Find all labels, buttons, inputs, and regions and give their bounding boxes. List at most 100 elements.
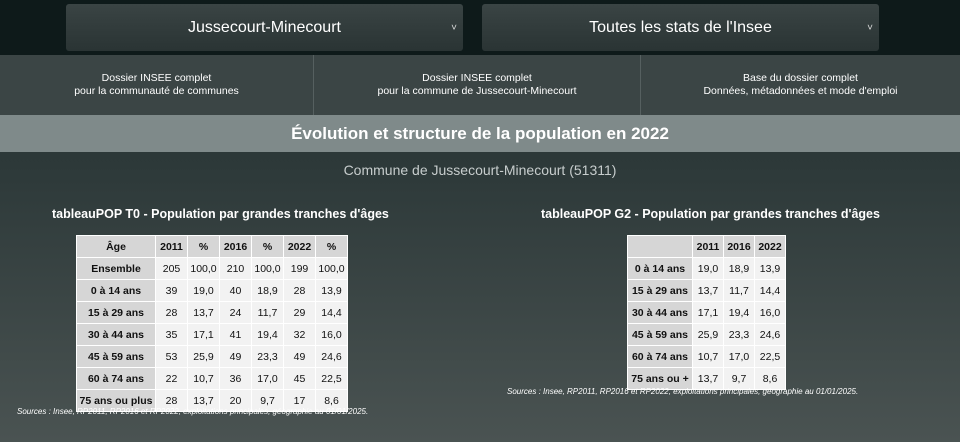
t0-source-note: Sources : Insee, RP2011, RP2016 et RP202… xyxy=(17,407,369,416)
row-header: 15 à 29 ans xyxy=(627,279,693,302)
top-bar: Jussecourt-Minecourt ˅ Toutes les stats … xyxy=(0,0,960,55)
table-cell: 14,4 xyxy=(754,279,786,302)
table-cell: 23,3 xyxy=(251,345,284,368)
table-cell: 19,0 xyxy=(187,279,220,302)
column-header: % xyxy=(251,235,284,258)
row-header: 15 à 29 ans xyxy=(76,301,156,324)
table-cell: 53 xyxy=(155,345,188,368)
row-header: 0 à 14 ans xyxy=(627,257,693,280)
table-cell: 17,1 xyxy=(692,301,724,324)
g2-source-note: Sources : Insee, RP2011, RP2016 et RP202… xyxy=(507,387,859,396)
table-cell: 199 xyxy=(283,257,316,280)
table-cell: 22,5 xyxy=(754,345,786,368)
table-cell: 49 xyxy=(219,345,252,368)
table-row: 75 ans ou + 13,7 9,7 8,6 xyxy=(627,367,786,390)
column-header: % xyxy=(315,235,348,258)
section-title: Évolution et structure de la population … xyxy=(0,115,960,152)
row-header: 60 à 74 ans xyxy=(76,367,156,390)
column-header: 2022 xyxy=(283,235,316,258)
link-line2: Données, métadonnées et mode d'emploi xyxy=(703,85,898,97)
table-row: 15 à 29 ans 28 13,7 24 11,7 29 14,4 xyxy=(76,301,348,324)
table-cell: 205 xyxy=(155,257,188,280)
table-cell: 29 xyxy=(283,301,316,324)
table-cell: 11,7 xyxy=(251,301,284,324)
link-line2: pour la commune de Jussecourt-Minecourt xyxy=(377,85,577,97)
commune-select[interactable]: Jussecourt-Minecourt ˅ xyxy=(66,4,463,51)
stats-select[interactable]: Toutes les stats de l'Insee ˅ xyxy=(482,4,879,51)
row-header: 45 à 59 ans xyxy=(76,345,156,368)
dossier-links: Dossier INSEE complet pour la communauté… xyxy=(0,55,960,115)
row-header: 60 à 74 ans xyxy=(627,345,693,368)
table-cell: 28 xyxy=(283,279,316,302)
link-line1: Dossier INSEE complet xyxy=(422,72,532,84)
row-header: 45 à 59 ans xyxy=(627,323,693,346)
table-cell: 24 xyxy=(219,301,252,324)
column-header: Âge xyxy=(76,235,156,258)
table-cell: 13,9 xyxy=(754,257,786,280)
table-cell: 16,0 xyxy=(315,323,348,346)
table-cell: 25,9 xyxy=(692,323,724,346)
row-header: Ensemble xyxy=(76,257,156,280)
table-cell: 11,7 xyxy=(723,279,755,302)
table-cell: 17,0 xyxy=(723,345,755,368)
link-line2: pour la communauté de communes xyxy=(74,85,239,97)
t0-population-table: Âge 2011 % 2016 % 2022 % Ensemble 205 10… xyxy=(76,235,348,412)
table-cell: 45 xyxy=(283,367,316,390)
table-cell: 19,4 xyxy=(723,301,755,324)
table-cell: 100,0 xyxy=(187,257,220,280)
column-header: 2016 xyxy=(723,235,755,258)
table-cell: 9,7 xyxy=(723,367,755,390)
chevron-down-icon: ˅ xyxy=(451,22,457,33)
table-cell: 10,7 xyxy=(187,367,220,390)
row-header: 75 ans ou plus xyxy=(76,389,156,412)
column-header xyxy=(627,235,693,258)
column-header: 2011 xyxy=(692,235,724,258)
table-cell: 16,0 xyxy=(754,301,786,324)
table-cell: 24,6 xyxy=(315,345,348,368)
row-header: 30 à 44 ans xyxy=(76,323,156,346)
commune-select-label: Jussecourt-Minecourt xyxy=(188,18,341,36)
table-cell: 17,0 xyxy=(251,367,284,390)
table-cell: 35 xyxy=(155,323,188,346)
link-line1: Base du dossier complet xyxy=(743,72,858,84)
table-row: 30 à 44 ans 35 17,1 41 19,4 32 16,0 xyxy=(76,323,348,346)
table-cell: 8,6 xyxy=(315,389,348,412)
table-cell: 36 xyxy=(219,367,252,390)
table-cell: 39 xyxy=(155,279,188,302)
table-cell: 18,9 xyxy=(251,279,284,302)
table-cell: 28 xyxy=(155,301,188,324)
table-cell: 18,9 xyxy=(723,257,755,280)
chevron-down-icon: ˅ xyxy=(867,22,873,33)
table-cell: 10,7 xyxy=(692,345,724,368)
table-cell: 13,7 xyxy=(692,279,724,302)
table-header-row: 2011 2016 2022 xyxy=(627,235,786,258)
table-cell: 13,7 xyxy=(692,367,724,390)
link-base-dossier[interactable]: Base du dossier complet Données, métadon… xyxy=(640,55,960,115)
table-row: 0 à 14 ans 19,0 18,9 13,9 xyxy=(627,257,786,280)
t0-table-title: tableauPOP T0 - Population par grandes t… xyxy=(52,207,389,221)
table-cell: 19,0 xyxy=(692,257,724,280)
table-cell: 19,4 xyxy=(251,323,284,346)
table-row: Ensemble 205 100,0 210 100,0 199 100,0 xyxy=(76,257,348,280)
table-cell: 17 xyxy=(283,389,316,412)
table-row: 45 à 59 ans 25,9 23,3 24,6 xyxy=(627,323,786,346)
table-row: 15 à 29 ans 13,7 11,7 14,4 xyxy=(627,279,786,302)
column-header: % xyxy=(187,235,220,258)
link-dossier-communaute[interactable]: Dossier INSEE complet pour la communauté… xyxy=(0,55,313,115)
column-header: 2022 xyxy=(754,235,786,258)
table-cell: 28 xyxy=(155,389,188,412)
table-cell: 49 xyxy=(283,345,316,368)
column-header: 2016 xyxy=(219,235,252,258)
table-cell: 24,6 xyxy=(754,323,786,346)
table-cell: 22 xyxy=(155,367,188,390)
commune-subtitle: Commune de Jussecourt-Minecourt (51311) xyxy=(343,162,617,178)
table-cell: 13,7 xyxy=(187,301,220,324)
table-row: 45 à 59 ans 53 25,9 49 23,3 49 24,6 xyxy=(76,345,348,368)
table-cell: 40 xyxy=(219,279,252,302)
link-dossier-commune[interactable]: Dossier INSEE complet pour la commune de… xyxy=(313,55,640,115)
row-header: 75 ans ou + xyxy=(627,367,693,390)
table-cell: 8,6 xyxy=(754,367,786,390)
g2-table-title: tableauPOP G2 - Population par grandes t… xyxy=(541,207,880,221)
link-line1: Dossier INSEE complet xyxy=(101,72,212,84)
stats-select-label: Toutes les stats de l'Insee xyxy=(589,18,772,36)
